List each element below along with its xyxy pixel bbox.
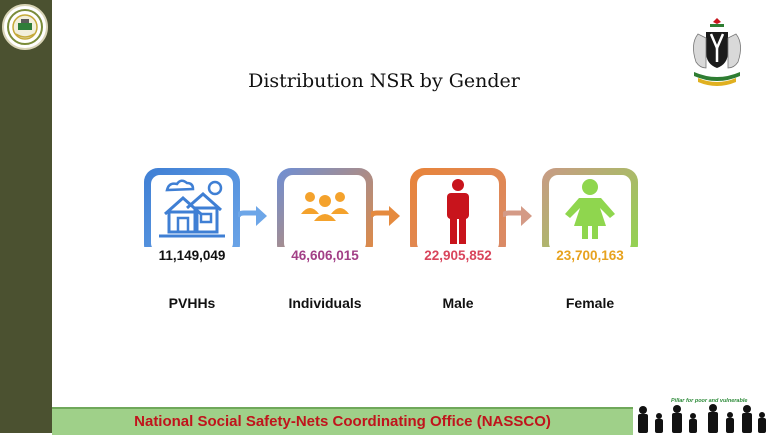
left-sidebar [0,0,52,433]
pvhhs-label: PVHHs [168,295,216,311]
male-label: Male [442,295,474,311]
male-value: 22,905,852 [410,247,506,264]
house-icon [159,179,225,238]
male-tile: 22,905,852 [410,168,506,264]
footer-text: National Social Safety-Nets Coordinating… [134,413,551,430]
individuals-value: 46,606,015 [277,247,373,264]
pvhhs-value: 11,149,049 [144,247,240,264]
male-icon [447,179,469,244]
arrow-right-icon [503,206,532,226]
female-icon [565,179,615,239]
individuals-label: Individuals [288,295,362,311]
arrow-right-icon [238,206,267,226]
female-tile: 23,700,163 [542,168,638,264]
pillar-tagline: Pillar for poor and vulnerable [671,398,748,404]
people-group-icon [301,192,349,221]
footer-banner: National Social Safety-Nets Coordinating… [52,407,633,435]
coat-of-arms-logo [684,14,750,88]
slide-title: Distribution NSR by Gender [248,70,520,92]
individuals-tile: 46,606,015 [277,168,373,264]
pvhhs-tile: 11,149,049 [144,168,240,264]
female-value: 23,700,163 [542,247,638,264]
family-silhouette-icon [638,404,766,433]
pillar-logo: Pillar for poor and vulnerable [633,396,768,433]
female-label: Female [565,295,615,311]
nassco-logo [2,4,48,50]
arrow-right-icon [371,206,400,226]
